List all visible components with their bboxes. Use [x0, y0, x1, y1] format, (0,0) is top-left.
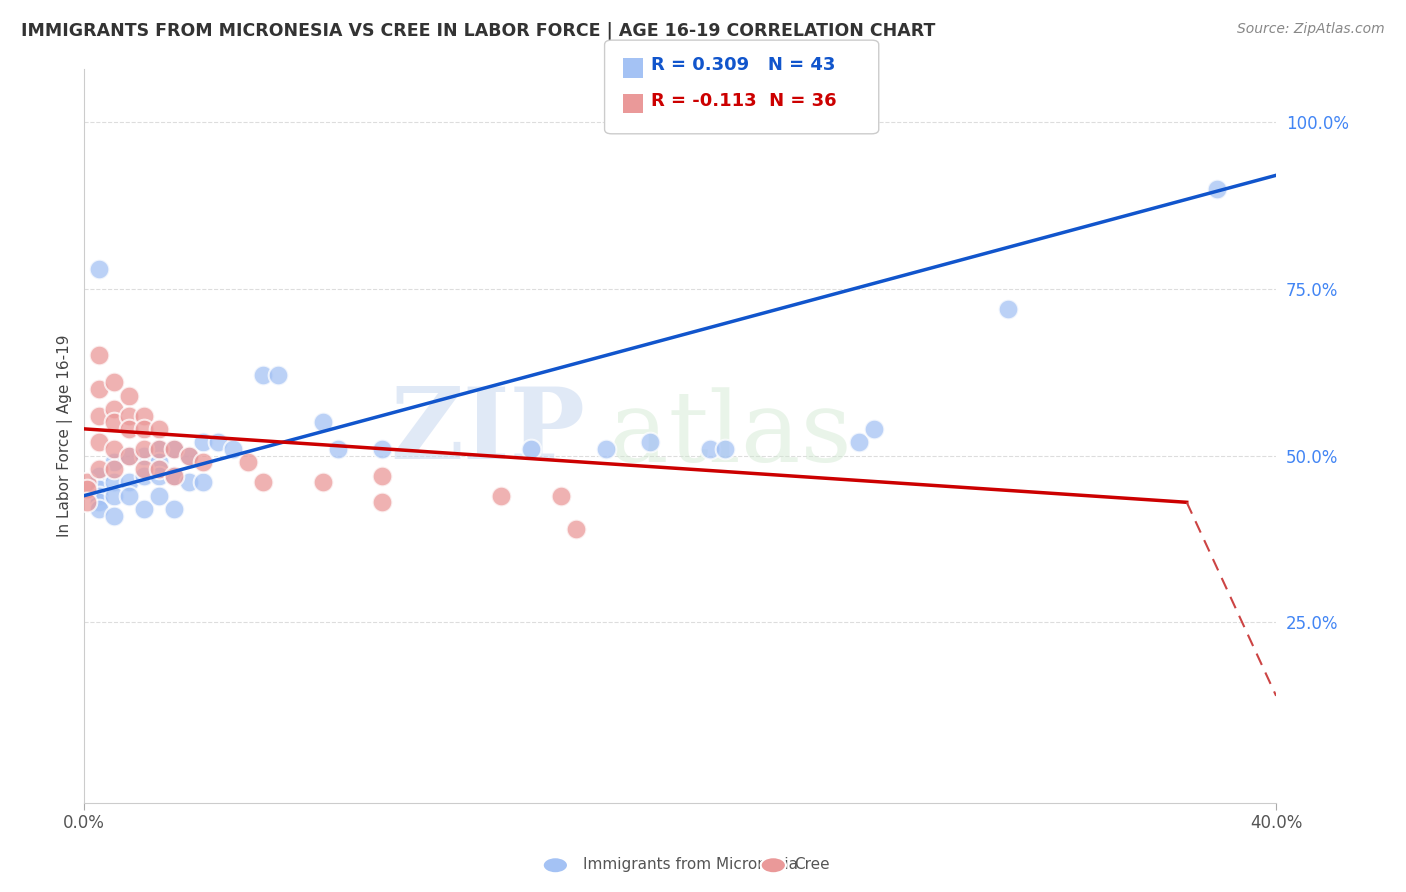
- Point: [595, 442, 617, 456]
- Text: atlas: atlas: [609, 388, 852, 483]
- Point: [132, 462, 155, 476]
- Point: [238, 455, 260, 469]
- Point: [118, 489, 141, 503]
- Point: [148, 442, 170, 456]
- Point: [89, 261, 111, 276]
- Point: [89, 482, 111, 496]
- Point: [148, 422, 170, 436]
- Point: [848, 435, 870, 450]
- Point: [177, 475, 200, 490]
- Text: Source: ZipAtlas.com: Source: ZipAtlas.com: [1237, 22, 1385, 37]
- Point: [163, 442, 186, 456]
- Point: [326, 442, 349, 456]
- Point: [163, 442, 186, 456]
- Point: [640, 435, 662, 450]
- Point: [118, 449, 141, 463]
- Text: IMMIGRANTS FROM MICRONESIA VS CREE IN LABOR FORCE | AGE 16-19 CORRELATION CHART: IMMIGRANTS FROM MICRONESIA VS CREE IN LA…: [21, 22, 935, 40]
- Point: [118, 388, 141, 402]
- Point: [371, 442, 394, 456]
- Point: [89, 468, 111, 483]
- Point: [163, 468, 186, 483]
- Point: [252, 475, 274, 490]
- Point: [550, 489, 572, 503]
- Point: [520, 442, 543, 456]
- Point: [89, 382, 111, 396]
- Point: [148, 455, 170, 469]
- Y-axis label: In Labor Force | Age 16-19: In Labor Force | Age 16-19: [58, 334, 73, 537]
- Point: [89, 489, 111, 503]
- Point: [193, 475, 215, 490]
- Point: [89, 502, 111, 516]
- Point: [132, 468, 155, 483]
- Point: [103, 442, 125, 456]
- Point: [89, 435, 111, 450]
- Point: [193, 455, 215, 469]
- Point: [491, 489, 513, 503]
- Point: [177, 449, 200, 463]
- Point: [148, 442, 170, 456]
- Point: [714, 442, 737, 456]
- Point: [311, 475, 333, 490]
- Point: [89, 349, 111, 363]
- Point: [863, 422, 886, 436]
- Point: [118, 475, 141, 490]
- Point: [163, 502, 186, 516]
- Point: [148, 489, 170, 503]
- Point: [163, 468, 186, 483]
- Point: [132, 409, 155, 423]
- Text: Cree: Cree: [794, 857, 830, 872]
- Point: [118, 449, 141, 463]
- Point: [311, 415, 333, 429]
- Point: [267, 368, 290, 383]
- Point: [222, 442, 245, 456]
- Point: [132, 449, 155, 463]
- Point: [997, 301, 1019, 316]
- Point: [89, 409, 111, 423]
- Point: [148, 462, 170, 476]
- Point: [103, 415, 125, 429]
- Text: Immigrants from Micronesia: Immigrants from Micronesia: [583, 857, 799, 872]
- Point: [76, 475, 98, 490]
- Point: [252, 368, 274, 383]
- Point: [371, 468, 394, 483]
- Point: [89, 462, 111, 476]
- Point: [103, 455, 125, 469]
- Point: [103, 508, 125, 523]
- Point: [76, 482, 98, 496]
- Point: [103, 462, 125, 476]
- Point: [207, 435, 229, 450]
- Text: ZIP: ZIP: [389, 384, 585, 481]
- Point: [118, 409, 141, 423]
- Point: [103, 401, 125, 416]
- Text: R = -0.113  N = 36: R = -0.113 N = 36: [651, 92, 837, 110]
- Point: [177, 449, 200, 463]
- Point: [565, 522, 588, 536]
- Point: [148, 468, 170, 483]
- Point: [89, 495, 111, 509]
- Point: [193, 435, 215, 450]
- Point: [699, 442, 721, 456]
- Point: [1205, 181, 1227, 195]
- Point: [103, 475, 125, 490]
- Point: [76, 495, 98, 509]
- Point: [103, 375, 125, 389]
- Point: [132, 502, 155, 516]
- Point: [118, 422, 141, 436]
- Point: [132, 422, 155, 436]
- Point: [371, 495, 394, 509]
- Point: [132, 442, 155, 456]
- Point: [103, 489, 125, 503]
- Text: R = 0.309   N = 43: R = 0.309 N = 43: [651, 56, 835, 74]
